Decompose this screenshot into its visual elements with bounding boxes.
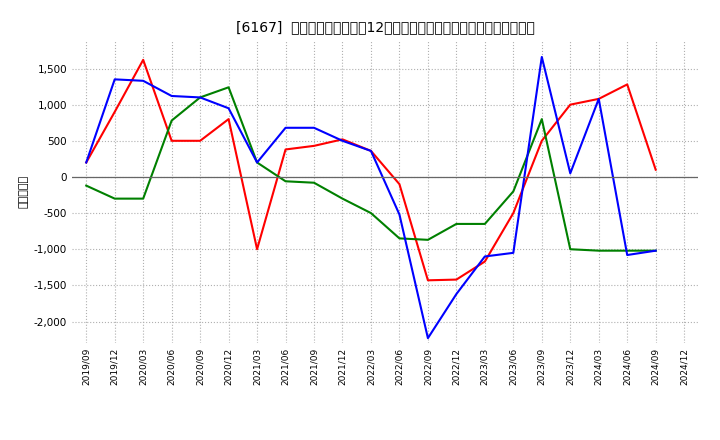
営業CF [338, 137, 347, 142]
フリーCF [310, 125, 318, 130]
投資CF [566, 246, 575, 252]
営業CF [509, 210, 518, 216]
投資CF [338, 196, 347, 201]
営業CF [452, 277, 461, 282]
フリーCF [480, 254, 489, 259]
投資CF [366, 210, 375, 216]
営業CF [110, 109, 119, 114]
投資CF [310, 180, 318, 185]
投資CF [452, 221, 461, 227]
営業CF [566, 102, 575, 107]
フリーCF [452, 291, 461, 297]
投資CF [423, 237, 432, 242]
フリーCF [623, 253, 631, 258]
フリーCF [196, 95, 204, 100]
Line: 投資CF: 投資CF [86, 87, 656, 251]
投資CF [139, 196, 148, 201]
営業CF [196, 138, 204, 143]
営業CF [366, 148, 375, 154]
営業CF [167, 138, 176, 143]
投資CF [623, 248, 631, 253]
Title: [6167]  キャッシュフローの12か月移動合計の対前年同期増減額の推移: [6167] キャッシュフローの12か月移動合計の対前年同期増減額の推移 [235, 20, 535, 34]
投資CF [82, 183, 91, 188]
投資CF [395, 236, 404, 241]
営業CF [282, 147, 290, 152]
フリーCF [595, 96, 603, 102]
フリーCF [509, 250, 518, 256]
投資CF [509, 189, 518, 194]
フリーCF [282, 125, 290, 130]
営業CF [423, 278, 432, 283]
Line: フリーCF: フリーCF [86, 57, 656, 338]
フリーCF [338, 138, 347, 143]
投資CF [480, 221, 489, 227]
フリーCF [366, 148, 375, 154]
フリーCF [225, 106, 233, 111]
営業CF [480, 259, 489, 264]
営業CF [139, 57, 148, 62]
フリーCF [652, 248, 660, 253]
営業CF [253, 246, 261, 252]
投資CF [282, 179, 290, 184]
Y-axis label: （百万円）: （百万円） [18, 175, 28, 208]
Line: 営業CF: 営業CF [86, 60, 656, 280]
フリーCF [167, 93, 176, 99]
営業CF [82, 160, 91, 165]
投資CF [196, 95, 204, 100]
フリーCF [253, 160, 261, 165]
営業CF [537, 138, 546, 143]
営業CF [310, 143, 318, 148]
営業CF [395, 182, 404, 187]
投資CF [167, 118, 176, 123]
営業CF [595, 96, 603, 102]
営業CF [225, 117, 233, 122]
フリーCF [537, 54, 546, 59]
投資CF [110, 196, 119, 201]
営業CF [652, 167, 660, 172]
投資CF [595, 248, 603, 253]
投資CF [537, 117, 546, 122]
フリーCF [82, 160, 91, 165]
投資CF [652, 248, 660, 253]
フリーCF [423, 335, 432, 341]
フリーCF [395, 212, 404, 217]
投資CF [253, 160, 261, 165]
フリーCF [139, 78, 148, 84]
フリーCF [110, 77, 119, 82]
営業CF [623, 82, 631, 87]
投資CF [225, 84, 233, 90]
フリーCF [566, 171, 575, 176]
